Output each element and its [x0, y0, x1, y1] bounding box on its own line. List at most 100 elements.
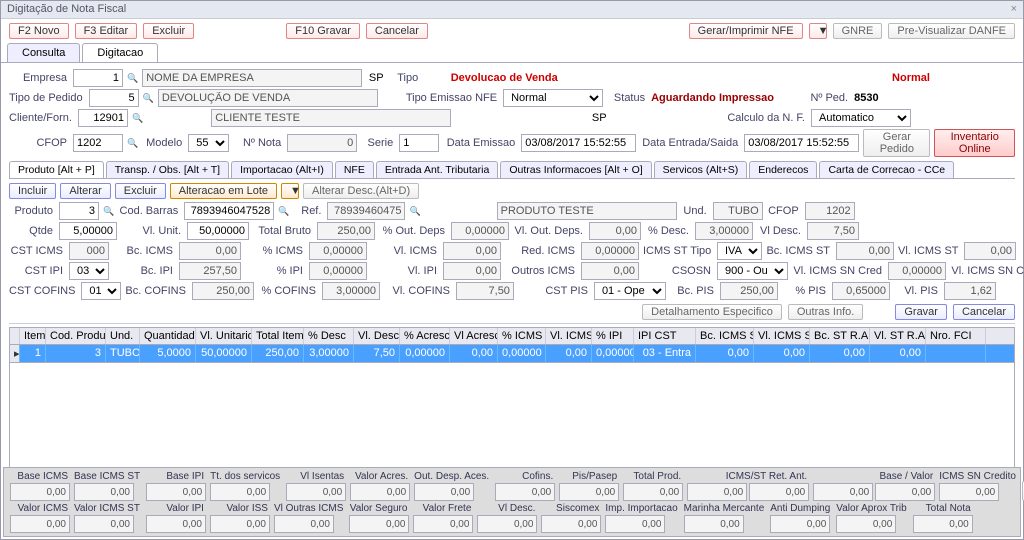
cfop-input[interactable] [73, 134, 123, 152]
editar-button[interactable]: F3 Editar [75, 23, 138, 39]
bc_icms-input [179, 242, 241, 260]
novo-button[interactable]: F2 Novo [9, 23, 69, 39]
pct_icms-label: % ICMS [245, 245, 305, 257]
modelo-select[interactable]: 55 [188, 134, 229, 152]
tab-digitacao[interactable]: Digitacao [82, 43, 158, 62]
grid-header[interactable]: IPI CST [634, 328, 696, 344]
status-label: Status [607, 92, 647, 104]
grid-header[interactable]: Item [20, 328, 46, 344]
cst_ipi-select[interactable]: 03 - [69, 262, 109, 280]
produto-search-icon[interactable] [103, 205, 114, 217]
grid-header[interactable]: Vl. Unitario [196, 328, 252, 344]
grid-header[interactable]: Vl. ICMS ST [754, 328, 810, 344]
calc-nf-select[interactable]: Automatico [811, 109, 911, 127]
tipo-emissao-select[interactable]: Normal [503, 89, 603, 107]
gravar-button[interactable]: F10 Gravar [286, 23, 360, 39]
vl_icms-label: Vl. ICMS [371, 245, 439, 257]
tab-consulta[interactable]: Consulta [7, 43, 80, 62]
grid-header[interactable]: % Acresc. [400, 328, 450, 344]
cst_cofins-label: CST COFINS [9, 285, 77, 297]
cst_icms-input [69, 242, 109, 260]
cst_pis-select[interactable]: 01 - Ope [594, 282, 666, 300]
footer-label: Valor ISS [210, 503, 270, 514]
footer-input [770, 515, 830, 533]
subtab-importacao[interactable]: Importacao (Alt+I) [231, 161, 333, 178]
bc_icms_st-input [836, 242, 894, 260]
item-gravar-button[interactable]: Gravar [895, 304, 947, 320]
subtab-carta[interactable]: Carta de Correcao - CCe [819, 161, 954, 178]
ref-search-icon[interactable] [409, 205, 420, 217]
excluir-button[interactable]: Excluir [143, 23, 194, 39]
alt-desc-button[interactable]: Alterar Desc.(Alt+D) [303, 183, 419, 199]
grid-header[interactable]: Vl. Desc. [354, 328, 400, 344]
subtab-transp[interactable]: Transp. / Obs. [Alt + T] [106, 161, 229, 178]
subtab-produto[interactable]: Produto [Alt + P] [9, 161, 104, 178]
alterar-button[interactable]: Alterar [60, 183, 110, 199]
tipo-pedido-code[interactable] [89, 89, 139, 107]
grid-header[interactable]: Cod. Produto [46, 328, 106, 344]
empresa-name [142, 69, 362, 87]
gerar-pedido-button[interactable]: Gerar Pedido [863, 129, 930, 157]
item-cancelar-button[interactable]: Cancelar [953, 304, 1015, 320]
cod_barras-input[interactable] [184, 202, 274, 220]
grid-row[interactable]: ▸13TUBO5,000050,00000250,003,000007,500,… [9, 345, 1015, 363]
footer-input [413, 515, 473, 533]
subtab-nfe[interactable]: NFE [335, 161, 374, 178]
cod_barras-search-icon[interactable] [278, 205, 289, 217]
danfe-button[interactable]: Pre-Visualizar DANFE [888, 23, 1015, 39]
footer-input [74, 515, 134, 533]
outras-info-button[interactable]: Outras Info. [788, 304, 863, 320]
cliente-search-icon[interactable] [132, 112, 143, 124]
subtab-outras[interactable]: Outras Informacoes [Alt + O] [500, 161, 651, 178]
uf1: SP [366, 72, 386, 84]
footer-input [286, 483, 346, 501]
empresa-search-icon[interactable] [127, 72, 138, 84]
alt-lote-dropdown[interactable]: ▼ [281, 183, 299, 199]
grid-header[interactable]: Bc. ST R.Ant. [810, 328, 870, 344]
cliente-code[interactable] [78, 109, 128, 127]
serie-input[interactable] [399, 134, 439, 152]
det-esp-button[interactable]: Detalhamento Especifico [642, 304, 782, 320]
grid-header[interactable]: Quantidade [140, 328, 196, 344]
cfop-search-icon[interactable] [127, 137, 138, 149]
grid-header[interactable]: Vl. ST R.Ant. [870, 328, 926, 344]
gerar-nfe-dropdown[interactable]: ▼ [809, 23, 827, 39]
empresa-label: Empresa [9, 72, 69, 84]
icms_st_tipo-select[interactable]: IVA [717, 242, 762, 260]
grid-header[interactable]: Bc. ICMS ST [696, 328, 754, 344]
footer-label: Total Prod. [623, 471, 683, 482]
tipo-pedido-search-icon[interactable] [143, 92, 154, 104]
grid-header[interactable]: Und. [106, 328, 140, 344]
grid-header[interactable]: Vl. ICMS [546, 328, 592, 344]
csosn-select[interactable]: 900 - Ou [717, 262, 788, 280]
footer-input [349, 515, 409, 533]
data-emissao-input[interactable] [521, 134, 636, 152]
incluir-button[interactable]: Incluir [9, 183, 56, 199]
grid-header[interactable]: % ICMS [498, 328, 546, 344]
vl_out_deps-input [589, 222, 641, 240]
gnre-button[interactable]: GNRE [833, 23, 883, 39]
vl_icms_sn_cred-label: Vl. ICMS SN Cred [792, 265, 884, 277]
alt-lote-button[interactable]: Alteracao em Lote [170, 183, 277, 199]
grid-header[interactable]: Vl Acresc. [450, 328, 498, 344]
gerar-nfe-button[interactable]: Gerar/Imprimir NFE [689, 23, 803, 39]
qtde-label: Qtde [9, 225, 55, 237]
subtab-enderecos[interactable]: Enderecos [749, 161, 817, 178]
empresa-code-input[interactable] [73, 69, 123, 87]
grid-header[interactable]: Nro. FCI [926, 328, 986, 344]
grid-header[interactable]: Total Item [252, 328, 304, 344]
cancelar-button[interactable]: Cancelar [366, 23, 428, 39]
grid-header[interactable]: % Desc [304, 328, 354, 344]
vl_unit-input[interactable] [187, 222, 249, 240]
close-icon[interactable]: × [1011, 3, 1017, 15]
cst_cofins-select[interactable]: 01 - [81, 282, 121, 300]
produto-input[interactable] [59, 202, 99, 220]
excluir-item-button[interactable]: Excluir [115, 183, 166, 199]
grid-header[interactable]: % IPI [592, 328, 634, 344]
inventario-button[interactable]: Inventario Online [934, 129, 1015, 157]
data-entrada-input[interactable] [744, 134, 859, 152]
subtab-servicos[interactable]: Servicos (Alt+S) [654, 161, 748, 178]
subtab-entrada-ant[interactable]: Entrada Ant. Tributaria [376, 161, 498, 178]
cod_barras-label: Cod. Barras [118, 205, 180, 217]
qtde-input[interactable] [59, 222, 117, 240]
